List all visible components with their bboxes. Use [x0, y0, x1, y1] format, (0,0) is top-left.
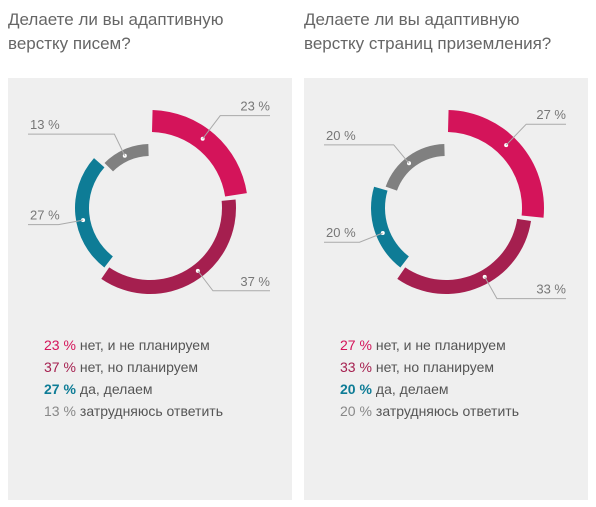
legend: 23 % нет, и не планируем 37 % нет, но план…: [44, 334, 223, 422]
donut-segment-net-no-planiruem: [101, 199, 236, 294]
label-leader-line: [324, 144, 410, 164]
donut-chart-landing: 27 % 33 % 20 % 20 %: [324, 107, 566, 300]
data-label: 23 %: [240, 99, 270, 114]
legend-value: 27 %: [44, 381, 76, 397]
legend-value: 37 %: [44, 359, 76, 375]
legend-label: нет, но планируем: [79, 359, 198, 375]
chart-title: Делаете ли вы адаптивную верстку страниц…: [304, 8, 588, 56]
legend-label: нет, но планируем: [375, 359, 494, 375]
chart-panel: 27 % 33 % 20 % 20 % 27 % нет, и не планируем…: [304, 78, 588, 500]
label-leader-line: [28, 219, 84, 226]
legend-item: 37 % нет, но планируем: [44, 356, 223, 378]
legend-label: да, делаем: [79, 381, 153, 397]
legend-value: 20 %: [340, 381, 372, 397]
chart-panel: 23 % 37 % 27 % 13 % 23 % нет, и не планируем…: [8, 78, 292, 500]
legend-item: 23 % нет, и не планируем: [44, 334, 223, 356]
legend-item: 20 % затрудняюсь ответить: [340, 400, 519, 422]
label-leader-line: [28, 133, 126, 156]
chart-title-line-2: верстку страниц приземления?: [304, 34, 552, 53]
legend: 27 % нет, и не планируем 33 % нет, но план…: [340, 334, 519, 422]
data-label: 27 %: [536, 107, 566, 122]
label-leader-line: [324, 232, 383, 243]
legend-value: 33 %: [340, 359, 372, 375]
data-label: 33 %: [536, 282, 566, 297]
legend-label: затрудняюсь ответить: [79, 403, 223, 419]
label-anchor-dot: [380, 231, 385, 236]
donut-segment-zatrudnyayus: [104, 144, 149, 172]
donut-chart-emails: 23 % 37 % 27 % 13 %: [28, 99, 270, 294]
data-label: 13 %: [30, 117, 60, 132]
legend-item: 20 % да, делаем: [340, 378, 519, 400]
chart-title-line-1: Делаете ли вы адаптивную: [8, 10, 224, 29]
legend-label: нет, и не планируем: [375, 337, 506, 353]
donut-segment-net-i-ne-planiruem: [151, 110, 247, 197]
label-leader-line: [202, 115, 270, 140]
legend-item: 27 % да, делаем: [44, 378, 223, 400]
legend-value: 23 %: [44, 337, 76, 353]
label-leader-line: [505, 123, 566, 146]
legend-item: 33 % нет, но планируем: [340, 356, 519, 378]
donut-segment-zatrudnyayus: [385, 144, 445, 191]
legend-value: 13 %: [44, 403, 76, 419]
legend-label: нет, и не планируем: [79, 337, 210, 353]
chart-title-line-2: верстку писем?: [8, 34, 131, 53]
legend-item: 13 % затрудняюсь ответить: [44, 400, 223, 422]
data-label: 20 %: [326, 128, 356, 143]
chart-column-landing: Делаете ли вы адаптивную верстку страниц…: [304, 0, 588, 507]
chart-title-line-1: Делаете ли вы адаптивную: [304, 10, 520, 29]
data-label: 20 %: [326, 225, 356, 240]
legend-value: 20 %: [340, 403, 372, 419]
donut-segment-da-delaem: [75, 158, 113, 268]
label-leader-line: [197, 270, 270, 292]
data-label: 37 %: [240, 274, 270, 289]
legend-label: да, делаем: [375, 381, 449, 397]
donut-segment-net-i-ne-planiruem: [447, 110, 544, 218]
data-label: 27 %: [30, 208, 60, 223]
label-leader-line: [484, 276, 566, 300]
chart-title: Делаете ли вы адаптивную верстку писем?: [8, 8, 292, 56]
label-anchor-dot: [482, 274, 487, 279]
legend-item: 27 % нет, и не планируем: [340, 334, 519, 356]
donut-segment-da-delaem: [371, 186, 409, 268]
legend-value: 27 %: [340, 337, 372, 353]
legend-label: затрудняюсь ответить: [375, 403, 519, 419]
donut-segment-net-no-planiruem: [397, 218, 532, 294]
chart-column-emails: Делаете ли вы адаптивную верстку писем? …: [8, 0, 292, 507]
